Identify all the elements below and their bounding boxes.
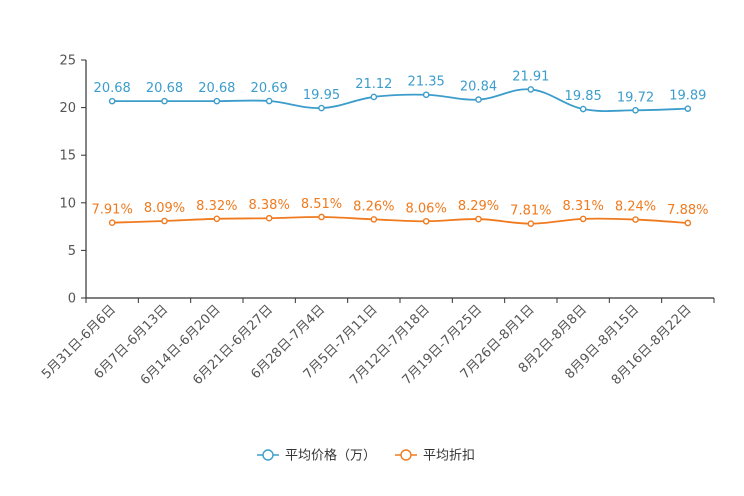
data-point[interactable] xyxy=(579,105,587,113)
data-label: 8.29% xyxy=(458,199,499,214)
data-point[interactable] xyxy=(370,216,378,223)
data-point[interactable] xyxy=(213,215,221,223)
data-label: 8.32% xyxy=(196,199,237,214)
legend-label: 平均价格（万） xyxy=(285,448,376,464)
data-label: 20.68 xyxy=(198,81,235,96)
data-label: 21.12 xyxy=(355,77,392,92)
data-label: 8.06% xyxy=(406,201,447,216)
data-point[interactable] xyxy=(265,97,273,105)
data-point[interactable] xyxy=(108,219,116,226)
data-label: 19.95 xyxy=(303,88,340,103)
data-point[interactable] xyxy=(422,91,430,99)
data-label: 19.85 xyxy=(565,89,602,104)
data-label: 21.91 xyxy=(512,69,549,84)
data-point[interactable] xyxy=(161,217,168,225)
legend-label: 平均折扣 xyxy=(423,449,475,464)
series-layer: 20.68 20.68 20.68 20.69 19.95 21.12 21.35 20.84… xyxy=(92,69,708,227)
y-tick-label: 0 xyxy=(68,292,76,307)
series-line xyxy=(112,216,688,225)
y-tick-label: 20 xyxy=(59,101,76,116)
legend-marker-icon xyxy=(400,449,412,461)
y-axis-ticks: 0 5 10 15 20 25 xyxy=(59,54,86,307)
x-axis-ticks: 5月31日-6月6日6月7日-6月13日6月14日-6月20日6月21日-6月2… xyxy=(39,298,715,388)
data-point[interactable] xyxy=(213,97,221,105)
data-point[interactable] xyxy=(527,86,535,93)
data-point[interactable] xyxy=(422,217,430,225)
data-point[interactable] xyxy=(475,215,482,223)
series-line xyxy=(112,88,688,112)
data-point[interactable] xyxy=(318,213,325,221)
data-point[interactable] xyxy=(108,97,116,105)
series-0: 20.68 20.68 20.68 20.69 19.95 21.12 21.35 20.84… xyxy=(94,69,706,114)
y-tick-label: 5 xyxy=(68,244,76,259)
data-point[interactable] xyxy=(527,220,535,227)
data-label: 20.69 xyxy=(251,81,288,96)
data-point[interactable] xyxy=(632,216,639,223)
data-label: 8.38% xyxy=(249,198,290,213)
data-label: 8.51% xyxy=(301,197,342,212)
data-label: 20.84 xyxy=(460,80,497,95)
data-point[interactable] xyxy=(684,105,692,112)
data-label: 19.89 xyxy=(669,89,706,104)
series-1: 7.91% 8.09% 8.32% 8.38% 8.51% 8.26% 8.06% 8.29%… xyxy=(92,197,708,227)
y-tick-label: 10 xyxy=(59,196,76,211)
data-point[interactable] xyxy=(579,215,587,223)
legend-item-1[interactable]: 平均折扣 xyxy=(395,449,475,464)
data-point[interactable] xyxy=(318,104,325,112)
data-label: 8.09% xyxy=(144,201,185,216)
data-point[interactable] xyxy=(370,93,378,101)
data-point[interactable] xyxy=(265,214,273,222)
y-tick-label: 15 xyxy=(59,149,76,164)
data-label: 8.31% xyxy=(563,199,604,214)
legend[interactable]: 平均价格（万） 平均折扣 xyxy=(257,448,475,464)
data-label: 21.35 xyxy=(408,75,445,90)
legend-item-0[interactable]: 平均价格（万） xyxy=(257,448,376,464)
data-label: 7.91% xyxy=(92,203,133,218)
legend-marker-icon xyxy=(262,449,274,461)
data-point[interactable] xyxy=(632,106,639,114)
data-label: 7.81% xyxy=(510,204,551,219)
data-point[interactable] xyxy=(684,219,692,227)
data-label: 20.68 xyxy=(94,81,131,96)
data-label: 8.26% xyxy=(353,199,394,214)
data-point[interactable] xyxy=(161,97,168,105)
data-label: 7.88% xyxy=(667,203,708,218)
y-tick-label: 25 xyxy=(59,54,76,69)
data-point[interactable] xyxy=(475,96,482,103)
data-label: 8.24% xyxy=(615,200,656,215)
data-label: 19.72 xyxy=(617,90,654,105)
data-label: 20.68 xyxy=(146,81,183,96)
